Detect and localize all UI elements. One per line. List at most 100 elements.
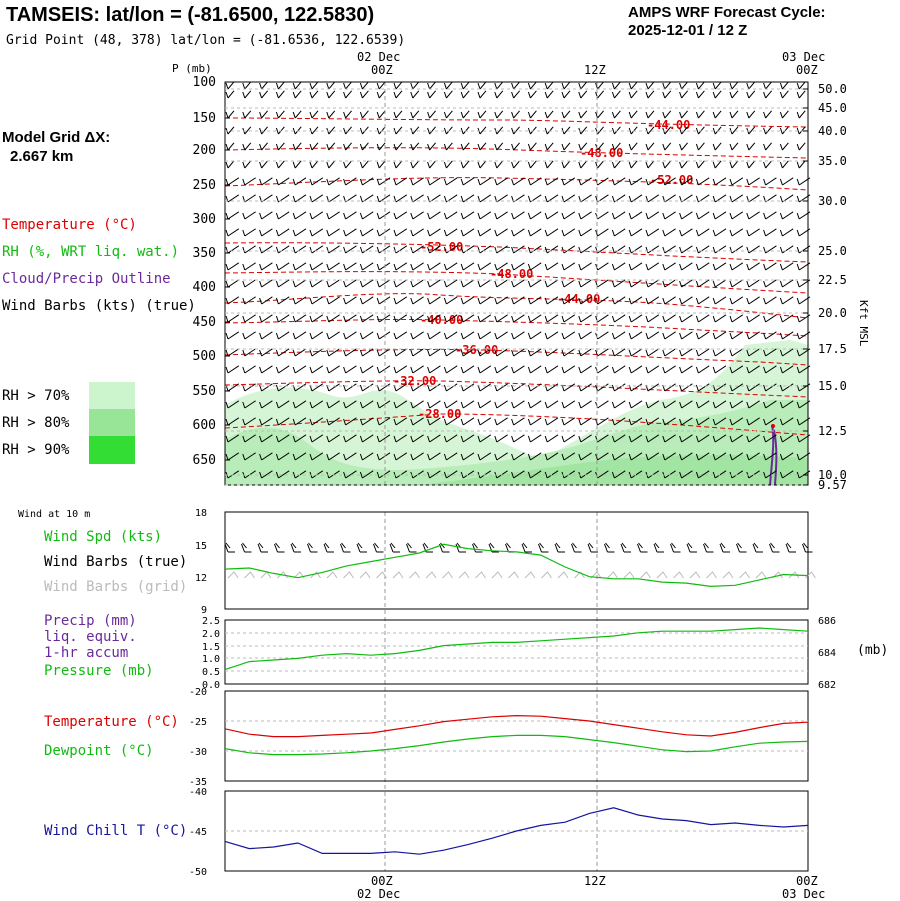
wind-barb [763,262,777,271]
wind-barb [259,470,273,479]
wind-barb-grid [574,571,585,579]
wind-barb [359,434,374,443]
precip-tick-label: 0.0 [202,680,220,691]
pressure-tick-label: 600 [193,418,216,433]
wind-barb [695,228,710,237]
bottom-day-label: 02 Dec [357,887,401,901]
wind-barb [763,279,777,288]
wind-barb-grid [425,571,437,579]
wind-barb [679,110,688,119]
wind-barb [225,314,240,323]
wind-barb [242,126,252,135]
wind-barb [477,126,487,135]
wind-barb [460,452,475,461]
wind-barb [527,434,542,443]
model-grid-label: Model Grid ΔX: [2,129,111,146]
wind-barb [628,110,638,119]
wind-barb [460,331,475,340]
wind-barb [343,90,352,99]
wind-barb [460,348,475,357]
wind-barb [427,160,436,169]
wind-barb [477,110,487,119]
wind-barb [527,348,542,357]
pressure-tick-label: 550 [193,384,216,399]
wind-barb [611,110,621,119]
contour-line [224,271,809,294]
wind-barb [477,177,492,186]
wind-barb-true [290,542,301,553]
wind-barb [712,262,727,271]
wind-barb [343,110,352,119]
wind-barb [326,348,340,357]
wind-barb [443,142,453,151]
wind-barb [595,228,609,237]
wind-barb [443,434,458,443]
wind-barb-grid [475,571,486,579]
wind-barb [443,90,453,99]
wind-barb-true [274,542,285,553]
wind-barb [578,90,588,99]
wind-barb [578,314,592,323]
wind-barb-true [620,542,631,553]
wind-barb [309,400,324,409]
precip-tick-label: 1.5 [202,642,220,653]
wind-barb [494,245,508,254]
wind-barb [376,81,386,90]
wind-barb [511,348,525,357]
wind-barb [494,365,508,374]
wind-barb [393,142,403,151]
kft-tick-label: 22.5 [818,273,847,287]
wind-barb [292,400,307,409]
wind-barb [494,331,508,340]
wind-barb [460,211,475,220]
wind-barb [628,365,643,374]
wind-barb [275,470,290,479]
wind-barb [443,400,458,409]
wind-barb [343,245,357,254]
wind-barb [427,417,441,426]
wind-barb [275,314,290,323]
wind-barb [695,110,705,119]
wind-barb [292,296,307,305]
wind-barb [695,348,710,357]
wind-barb-true [554,542,565,553]
wind-barb [343,417,357,426]
wind-barb [242,400,256,409]
kft-tick-label: 40.0 [818,124,847,138]
top-00z2-label: 00Z [796,63,818,77]
wind-barb [611,279,626,288]
wind-barb [359,245,374,254]
wind-barb [578,383,592,392]
wind-barb [376,262,391,271]
legend-temp2: Temperature (°C) [44,714,179,730]
wind-barb [527,211,542,220]
wind-barb [309,228,324,237]
wind-barb [309,110,319,119]
wind-barb [427,245,441,254]
wind-barb [460,110,470,119]
station-title: TAMSEIS: lat/lon = (-81.6500, 122.5830) [6,4,374,27]
wind-barb [746,160,756,169]
wind-barb [376,279,391,288]
wind-chill-line [224,807,809,855]
precip-tick-label: 2.0 [202,629,220,640]
wind-barb [427,434,441,443]
wind-barb [494,400,508,409]
wind-barb [477,296,492,305]
wind-barb [746,81,756,90]
wind-barb [275,110,285,119]
wind-barb [326,400,340,409]
wind-barb-grid [409,571,420,579]
wind-barb [292,90,302,99]
wind-barb [494,348,508,357]
wind-barb [225,81,235,90]
wind-barb [443,365,458,374]
wind-barb [746,331,760,340]
wind-barb [259,81,268,90]
wind-barb [561,81,571,90]
wind-barb-grid [392,571,404,579]
wind-barb-true [224,542,235,553]
wind-barb [259,126,268,135]
wind-barb [779,383,794,392]
